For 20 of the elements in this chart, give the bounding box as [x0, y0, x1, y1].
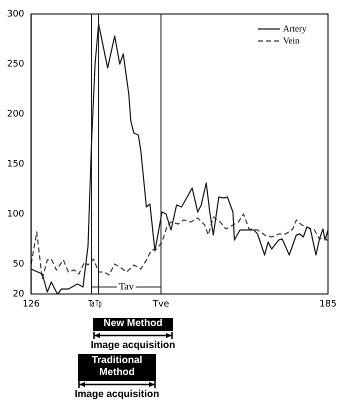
- x-tick-label: Tve: [152, 299, 170, 310]
- x-tick-label: Ta: [88, 298, 95, 309]
- legend-label: Artery: [283, 23, 307, 34]
- y-tick-label: 100: [6, 209, 24, 220]
- y-tick-label: 250: [6, 59, 24, 70]
- x-tick-label: 185: [319, 299, 337, 310]
- x-tick-label: 126: [22, 299, 40, 310]
- text: Image acquisition: [74, 389, 160, 400]
- text: Image acquisition: [90, 340, 176, 351]
- text: New Method: [93, 318, 173, 331]
- y-tick-label: 200: [6, 109, 24, 120]
- text: Traditional Method: [78, 354, 156, 381]
- x-tick-label: Tp: [94, 298, 102, 309]
- y-tick-label: 300: [6, 9, 24, 20]
- y-tick-label: 50: [12, 259, 24, 270]
- y-tick-label: 20: [12, 289, 24, 300]
- legend-label: Vein: [283, 35, 300, 46]
- line-series: [31, 213, 328, 280]
- annotation: Tav: [118, 282, 134, 293]
- y-tick-label: 150: [6, 159, 24, 170]
